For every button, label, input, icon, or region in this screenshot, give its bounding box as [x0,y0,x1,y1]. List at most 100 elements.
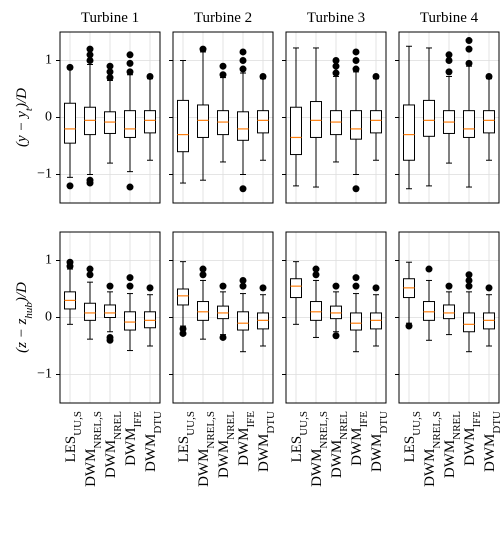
flier [465,271,473,279]
flier [259,72,267,80]
text-part: DWM [369,434,385,472]
box [84,302,96,321]
flier [485,284,493,292]
flier [332,332,340,340]
box [423,301,435,321]
flier [465,59,473,67]
flier [219,333,227,341]
x-tick-label: DWMNREL,S [309,411,330,487]
flier [199,271,207,279]
y-axis-label: (z − zhub)/D [14,282,35,353]
box [463,110,475,138]
subscript: NREL [338,411,350,440]
text-part: DWM [309,449,325,487]
box [64,102,76,144]
flier [126,59,134,67]
flier [179,329,187,337]
text-part: DWM [236,428,252,466]
y-axis-label: (y − yt)/D [14,88,35,147]
flier [66,182,74,190]
box [104,304,116,318]
x-tick-label: DWMDTU [482,411,500,472]
box [237,311,249,331]
text-part: LES [176,436,192,463]
flier [126,51,134,59]
flier [352,185,360,193]
flier [445,51,453,59]
flier [126,68,134,76]
flier [312,271,320,279]
flier [239,57,247,64]
text-part: DWM [482,434,498,472]
text-part: )/D [14,282,30,303]
flier [86,265,94,273]
flier [372,284,380,292]
subscript: IFE [358,411,370,428]
flier [106,282,114,290]
text-part: LES [402,436,418,463]
flier [352,65,360,73]
flier [352,57,360,64]
box [124,311,136,331]
subscript: DTU [378,411,390,434]
x-tick-label: LESUU,S [176,411,197,462]
text-part: (z − z [14,318,30,352]
x-tick-label: DWMDTU [143,411,164,472]
flier [219,71,227,79]
flier [405,322,413,330]
flier [352,282,360,290]
flier [425,265,433,273]
text-part: DWM [442,440,458,478]
subscript: NREL [112,411,124,440]
box [370,110,382,134]
box [423,99,435,137]
box [144,110,156,134]
flier [465,37,473,45]
subscript: hub [23,302,35,319]
text-part: DWM [349,428,365,466]
subscript: DTU [491,411,500,434]
flier [445,282,453,290]
x-tick-label: DWMIFE [236,411,257,466]
y-tick-label: 0 [45,110,52,125]
x-tick-label: LESUU,S [402,411,423,462]
panel-title: Turbine 2 [194,10,252,26]
subscript: UU,S [298,411,310,436]
plot-frame [398,231,500,404]
box [483,110,495,134]
text-part: DWM [196,449,212,487]
subscript: IFE [245,411,257,428]
flier [126,274,134,282]
flier [332,69,340,77]
flier [352,48,360,56]
text-part: (y − y [14,111,30,147]
box [310,301,322,321]
x-tick-label: DWMNREL [442,411,463,478]
flier [86,271,94,279]
flier [146,284,154,292]
flier [239,282,247,290]
text-part: DWM [83,449,99,487]
panel-title: Turbine 3 [307,10,365,26]
panel-title: Turbine 1 [81,10,139,26]
flier [66,63,74,71]
plot-frame [59,231,161,404]
flier [312,265,320,273]
flier [66,258,74,266]
x-tick-label: DWMNREL,S [422,411,443,487]
flier [86,57,94,64]
flier [332,57,340,64]
flier [199,265,207,273]
y-tick-label: 1 [45,253,52,268]
text-part: LES [289,436,305,463]
subscript: NREL,S [92,411,104,449]
x-tick-label: LESUU,S [289,411,310,462]
text-part: DWM [422,449,438,487]
text-part: DWM [256,434,272,472]
box [197,104,209,138]
plot-frame [59,31,161,204]
y-tick-label: −1 [37,367,52,382]
text-part: DWM [143,434,159,472]
plot-frame [285,31,387,204]
